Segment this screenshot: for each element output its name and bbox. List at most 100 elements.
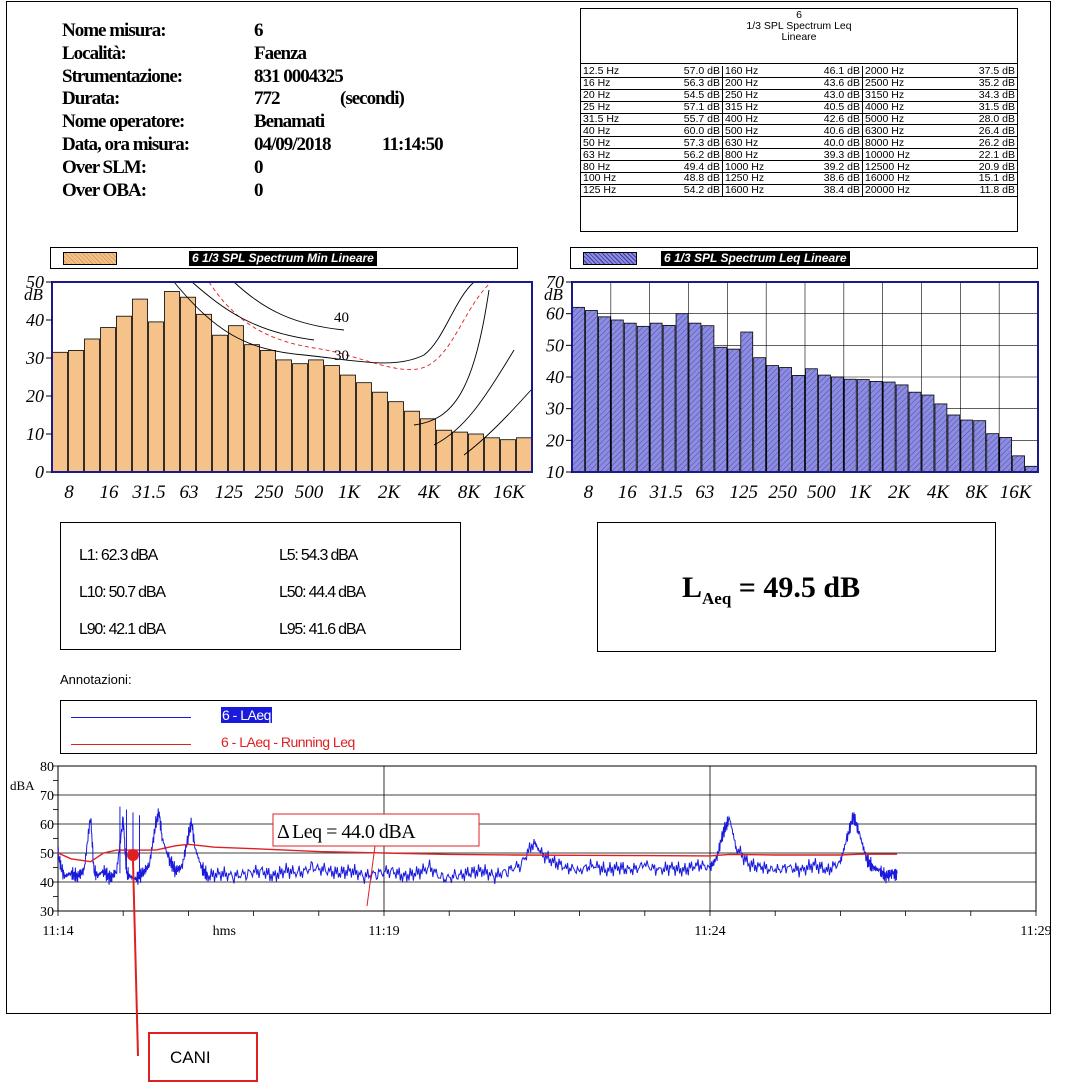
spectrum-level: 31.5 dB	[931, 101, 1017, 114]
info-value: Benamati	[254, 111, 325, 133]
bar	[212, 334, 228, 473]
spectrum-frequency: 80 Hz	[581, 160, 650, 174]
y-tick-label: 70	[546, 272, 564, 292]
y-tick-label: 40	[40, 876, 54, 891]
cani-pointer	[132, 860, 139, 1057]
y-tick-label: 50	[40, 847, 54, 862]
spectrum-level: 56.3 dB	[650, 77, 723, 90]
x-tick-label: 16K	[493, 482, 526, 503]
bar	[688, 322, 702, 473]
bar	[388, 401, 404, 473]
bar	[779, 367, 792, 473]
spectrum-table-title-1: 6	[796, 9, 802, 21]
bar	[753, 357, 767, 473]
spectrum-level: 54.5 dB	[650, 89, 723, 102]
spectrum-frequency: 16 Hz	[581, 77, 650, 90]
spectrum-row: 50 Hz 57.3 dB 630 Hz 40.0 dB 8000 Hz 26.2 dB	[581, 136, 1017, 150]
x-tick-label: 500	[295, 482, 324, 503]
y-tick-label: 30	[545, 399, 564, 419]
info-label: Strumentazione:	[62, 65, 183, 87]
info-value: Faenza	[254, 42, 307, 64]
spectrum-level: 40.0 dB	[792, 136, 863, 150]
spectrum-level: 56.2 dB	[650, 148, 723, 162]
spectrum-level: 28.0 dB	[931, 113, 1017, 126]
bar	[164, 291, 180, 473]
bar	[228, 325, 244, 473]
spectrum-level: 43.0 dB	[792, 89, 863, 102]
spectrum-level: 11.8 dB	[931, 184, 1017, 197]
x-tick-label: 500	[807, 482, 836, 503]
bar	[973, 420, 987, 473]
bar	[52, 351, 68, 473]
x-tick-label: 250	[768, 482, 797, 503]
bar	[960, 419, 974, 473]
bar	[805, 368, 818, 473]
x-tick-label: 16	[618, 482, 638, 503]
spectrum-frequency: 20000 Hz	[862, 184, 931, 197]
bar	[882, 381, 896, 473]
bar	[1012, 455, 1025, 473]
l50-value: L50: 44.4 dBA	[279, 584, 366, 601]
spectrum-level: 39.3 dB	[792, 148, 863, 162]
bar	[308, 359, 324, 473]
x-tick-label: 2K	[888, 482, 912, 503]
contour-line	[191, 281, 315, 341]
bar	[180, 296, 196, 473]
x-tick-label: 250	[255, 482, 284, 503]
spectrum-frequency: 800 Hz	[722, 148, 792, 162]
spectrum-table-body: 12.5 Hz 57.0 dB 160 Hz 46.1 dB 2000 Hz 37.5 d…	[581, 66, 1017, 197]
legend-min-swatch	[63, 252, 117, 265]
plot-frame	[51, 281, 533, 473]
bar	[999, 437, 1013, 473]
info-label: Località:	[62, 42, 127, 64]
info-value: 04/09/2018	[254, 134, 332, 155]
bar	[908, 391, 922, 473]
laeq-box: LAeq = 49.5 dB	[597, 522, 996, 652]
legend-leq-label: 6 1/3 SPL Spectrum Leq Lineare	[661, 251, 850, 266]
spectrum-level: 55.7 dB	[650, 113, 723, 126]
x-tick-label: 31.5	[648, 482, 682, 503]
spectrum-level: 34.3 dB	[931, 89, 1017, 102]
delta-leq-pointer	[366, 845, 376, 907]
y-tick-label: 30	[40, 905, 54, 920]
spectrum-row: 40 Hz 60.0 dB 500 Hz 40.6 dB 6300 Hz 26.4 dB	[581, 124, 1017, 138]
spectrum-level: 35.2 dB	[931, 77, 1017, 90]
bar	[468, 433, 484, 473]
info-extra: (secondi)	[340, 88, 405, 110]
x-tick-label: 63	[695, 482, 714, 503]
spectrum-frequency: 5000 Hz	[862, 113, 931, 126]
bar	[895, 384, 909, 473]
spectrum-table: 6 1/3 SPL Spectrum Leq Lineare 12.5 Hz 57…	[580, 8, 1018, 232]
spectrum-frequency: 100 Hz	[581, 172, 650, 185]
bar	[610, 319, 624, 473]
spectrum-frequency: 10000 Hz	[862, 148, 931, 162]
spectrum-frequency: 20 Hz	[581, 89, 650, 102]
cani-annotation-box: CANI	[148, 1032, 258, 1082]
l90-value: L90: 42.1 dBA	[79, 621, 166, 638]
spectrum-level: 43.6 dB	[792, 77, 863, 90]
y-tick-label: 60	[40, 818, 54, 833]
bar	[292, 363, 308, 473]
laeq-value: LAeq = 49.5 dB	[682, 571, 860, 609]
spectrum-frequency: 8000 Hz	[862, 136, 931, 150]
bar	[404, 410, 420, 473]
contour-line	[173, 281, 475, 364]
bar	[740, 331, 754, 473]
bar	[132, 298, 148, 473]
bar	[934, 403, 948, 473]
laeq-legend-label: 6 - LAeq	[221, 707, 272, 723]
running-legend-label: 6 - LAeq - Running Leq	[221, 734, 355, 750]
bar	[276, 359, 292, 473]
contour-line	[413, 289, 490, 426]
y-tick-label: 20	[26, 386, 44, 406]
spectrum-frequency: 400 Hz	[722, 113, 792, 126]
spectrum-frequency: 1000 Hz	[722, 160, 792, 174]
l95-value: L95: 41.6 dBA	[279, 621, 366, 638]
spectrum-frequency: 25 Hz	[581, 101, 650, 114]
spectrum-level: 48.8 dB	[650, 172, 723, 185]
info-label: Over OBA:	[62, 179, 147, 201]
spectrum-table-header: 6 1/3 SPL Spectrum Leq Lineare	[581, 9, 1017, 64]
x-tick-label: 8	[584, 482, 594, 503]
bar	[623, 322, 637, 473]
